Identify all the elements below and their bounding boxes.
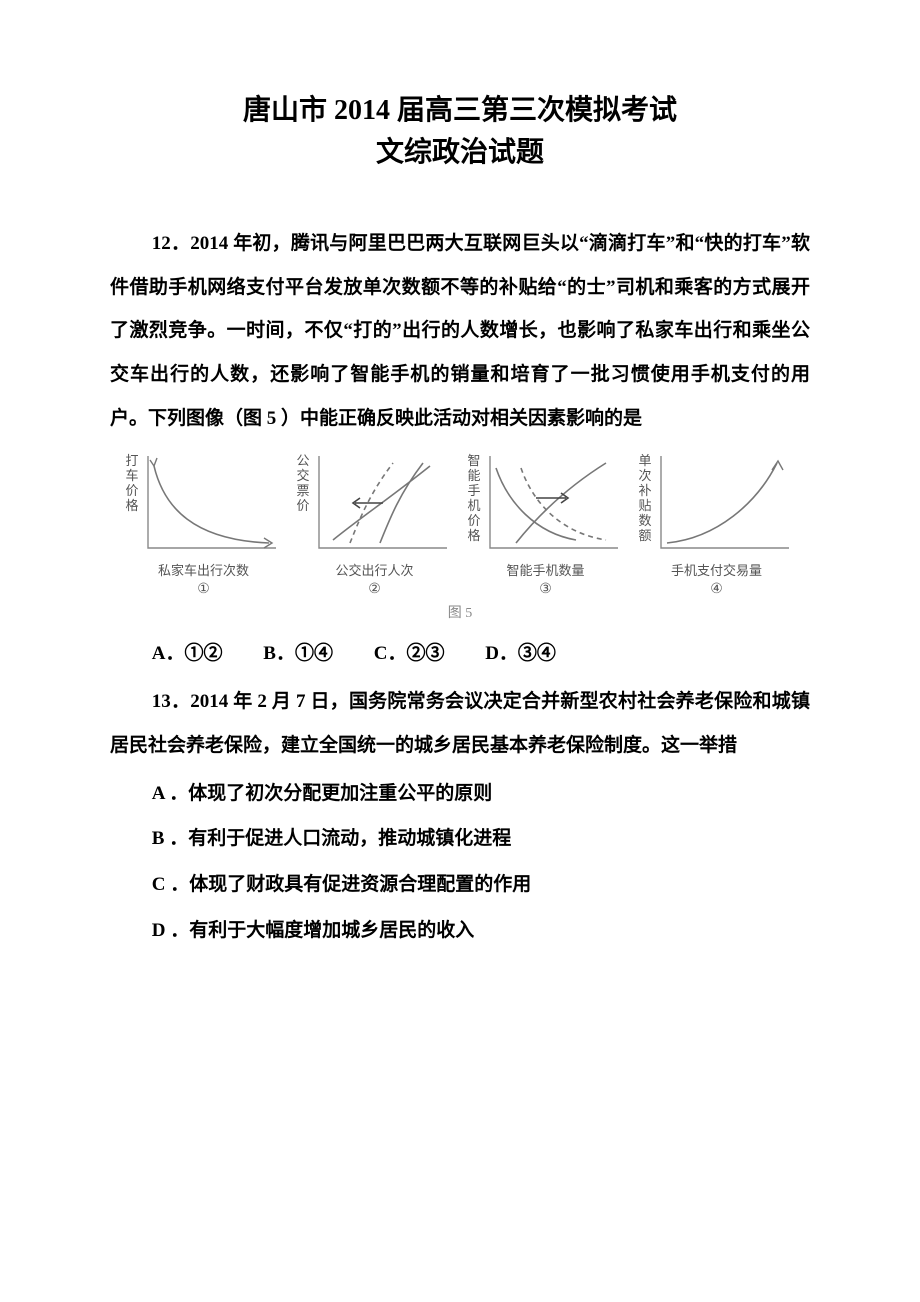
subfig-2-axes: 公交票价 <box>295 448 455 558</box>
q12-number: 12． <box>152 233 190 254</box>
subfig-4: 单次补贴数额 手机支付交易量 ④ <box>633 448 800 598</box>
subfig-3-circ: ③ <box>539 581 552 598</box>
q12-option-d: D．③④ <box>485 643 556 664</box>
q13-option-b: B ．有利于促进人口流动，推动城镇化进程 <box>110 817 810 861</box>
subfig-4-ylabel: 单次补贴数额 <box>639 454 653 544</box>
q13-option-a: A ．体现了初次分配更加注重公平的原则 <box>110 772 810 816</box>
q12-option-c: C．②③ <box>374 643 445 664</box>
subfig-2-xlabel: 公交出行人次 <box>335 560 413 579</box>
subfig-2-circ: ② <box>368 581 381 598</box>
title-line2: 文综政治试题 <box>110 132 810 174</box>
q12-options: A．①② B．①④ C．②③ D．③④ <box>110 632 810 676</box>
subfig-3-ylabel: 智能手机价格 <box>468 454 482 544</box>
figure-5-caption: 图 5 <box>110 602 810 622</box>
q12-option-b: B．①④ <box>263 643 333 664</box>
subfig-2: 公交票价 公交出行人次 ② <box>291 448 458 598</box>
title-line1: 唐山市 2014 届高三第三次模拟考试 <box>110 90 810 132</box>
q12-text: 12．2014 年初，腾讯与阿里巴巴两大互联网巨头以“滴滴打车”和“快的打车”软… <box>110 222 810 440</box>
q13-option-d: D ．有利于大幅度增加城乡居民的收入 <box>110 909 810 953</box>
subfig-1-axes: 打车价格 <box>124 448 284 558</box>
subfig-1-ylabel: 打车价格 <box>126 454 140 514</box>
subfig-1: 打车价格 私家车出行次数 ① <box>120 448 287 598</box>
figure-5: 打车价格 私家车出行次数 ① 公交票价 公交出行人次 ② <box>110 448 810 598</box>
subfig-1-xlabel: 私家车出行次数 <box>158 560 249 579</box>
subfig-3-xlabel: 智能手机数量 <box>506 560 584 579</box>
q13-option-c: C ．体现了财政具有促进资源合理配置的作用 <box>110 863 810 907</box>
q12-option-a: A．①② <box>152 643 223 664</box>
subfig-3-axes: 智能手机价格 <box>466 448 626 558</box>
subfig-4-xlabel: 手机支付交易量 <box>671 560 762 579</box>
subfig-3: 智能手机价格 智能手机数量 ③ <box>462 448 629 598</box>
subfig-4-circ: ④ <box>710 581 723 598</box>
q13-text: 13．2014 年 2 月 7 日，国务院常务会议决定合并新型农村社会养老保险和… <box>110 680 810 767</box>
q13-number: 13． <box>152 691 190 712</box>
q12-body: 2014 年初，腾讯与阿里巴巴两大互联网巨头以“滴滴打车”和“快的打车”软件借助… <box>110 233 810 429</box>
q13-body: 2014 年 2 月 7 日，国务院常务会议决定合并新型农村社会养老保险和城镇居… <box>110 691 810 756</box>
subfig-2-ylabel: 公交票价 <box>297 454 311 514</box>
subfig-4-axes: 单次补贴数额 <box>637 448 797 558</box>
subfig-1-circ: ① <box>197 581 210 598</box>
